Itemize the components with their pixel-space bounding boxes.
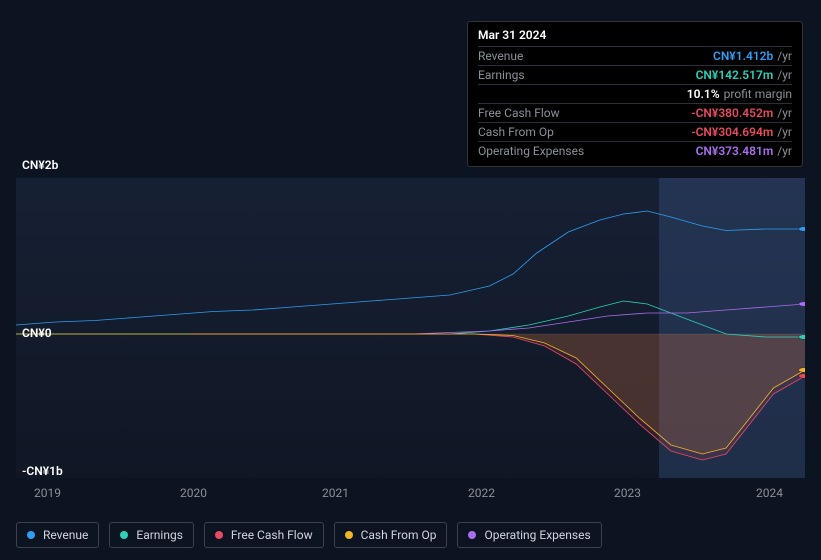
- tooltip-metric-value: CN¥142.517m/yr: [696, 68, 792, 82]
- tooltip-metric-label: Earnings: [478, 68, 525, 82]
- tooltip-metric-value: CN¥1.412b/yr: [713, 49, 792, 63]
- tooltip-row: Free Cash Flow -CN¥380.452m/yr: [478, 103, 792, 122]
- tooltip-metric-value: CN¥373.481m/yr: [696, 144, 792, 158]
- tooltip-metric-label: Operating Expenses: [478, 144, 584, 158]
- tooltip-metric-label: Cash From Op: [478, 125, 554, 139]
- legend-label: Free Cash Flow: [231, 528, 313, 542]
- y-axis-label-bottom: -CN¥1b: [22, 464, 63, 478]
- x-axis-label: 2022: [468, 486, 495, 500]
- tooltip-metric-label: Free Cash Flow: [478, 106, 560, 120]
- tooltip-row: Operating Expenses CN¥373.481m/yr: [478, 141, 792, 160]
- x-axis-label: 2020: [180, 486, 207, 500]
- legend-item[interactable]: Cash From Op: [334, 522, 448, 548]
- chart-svg: [16, 178, 805, 478]
- legend-dot-icon: [215, 531, 223, 539]
- x-axis-label: 2021: [322, 486, 349, 500]
- chart-plot-area: CN¥0 -CN¥1b: [16, 178, 805, 478]
- legend-dot-icon: [345, 531, 353, 539]
- x-axis-label: 2023: [614, 486, 641, 500]
- tooltip-row: 10.1%profit margin: [478, 84, 792, 103]
- x-axis-label: 2024: [756, 486, 783, 500]
- chart-legend: Revenue Earnings Free Cash Flow Cash From O…: [16, 522, 602, 548]
- y-axis-label-top: CN¥2b: [22, 158, 58, 172]
- tooltip-row: Cash From Op -CN¥304.694m/yr: [478, 122, 792, 141]
- tooltip-metric-value: 10.1%profit margin: [687, 87, 792, 101]
- legend-label: Earnings: [136, 528, 183, 542]
- chart-container: CN¥2b CN¥0 -CN¥1b 2019202020212022202320…: [16, 160, 805, 480]
- legend-dot-icon: [468, 531, 476, 539]
- tooltip-metric-value: -CN¥304.694m/yr: [691, 125, 792, 139]
- legend-label: Operating Expenses: [484, 528, 590, 542]
- y-axis-label-zero: CN¥0: [22, 326, 52, 340]
- tooltip-metric-label: Revenue: [478, 49, 523, 63]
- legend-dot-icon: [27, 531, 35, 539]
- legend-label: Revenue: [43, 528, 88, 542]
- legend-item[interactable]: Earnings: [109, 522, 194, 548]
- x-axis: 2019 2020 2021 2022 2023 2024: [16, 486, 805, 506]
- legend-dot-icon: [120, 531, 128, 539]
- legend-label: Cash From Op: [361, 528, 437, 542]
- chart-tooltip: Mar 31 2024 Revenue CN¥1.412b/yr Earnings CN…: [467, 21, 803, 167]
- tooltip-row: Earnings CN¥142.517m/yr: [478, 65, 792, 84]
- tooltip-metric-value: -CN¥380.452m/yr: [691, 106, 792, 120]
- tooltip-row: Revenue CN¥1.412b/yr: [478, 46, 792, 65]
- legend-item[interactable]: Operating Expenses: [457, 522, 601, 548]
- x-axis-label: 2019: [34, 486, 61, 500]
- legend-item[interactable]: Revenue: [16, 522, 99, 548]
- tooltip-date: Mar 31 2024: [478, 28, 792, 46]
- legend-item[interactable]: Free Cash Flow: [204, 522, 324, 548]
